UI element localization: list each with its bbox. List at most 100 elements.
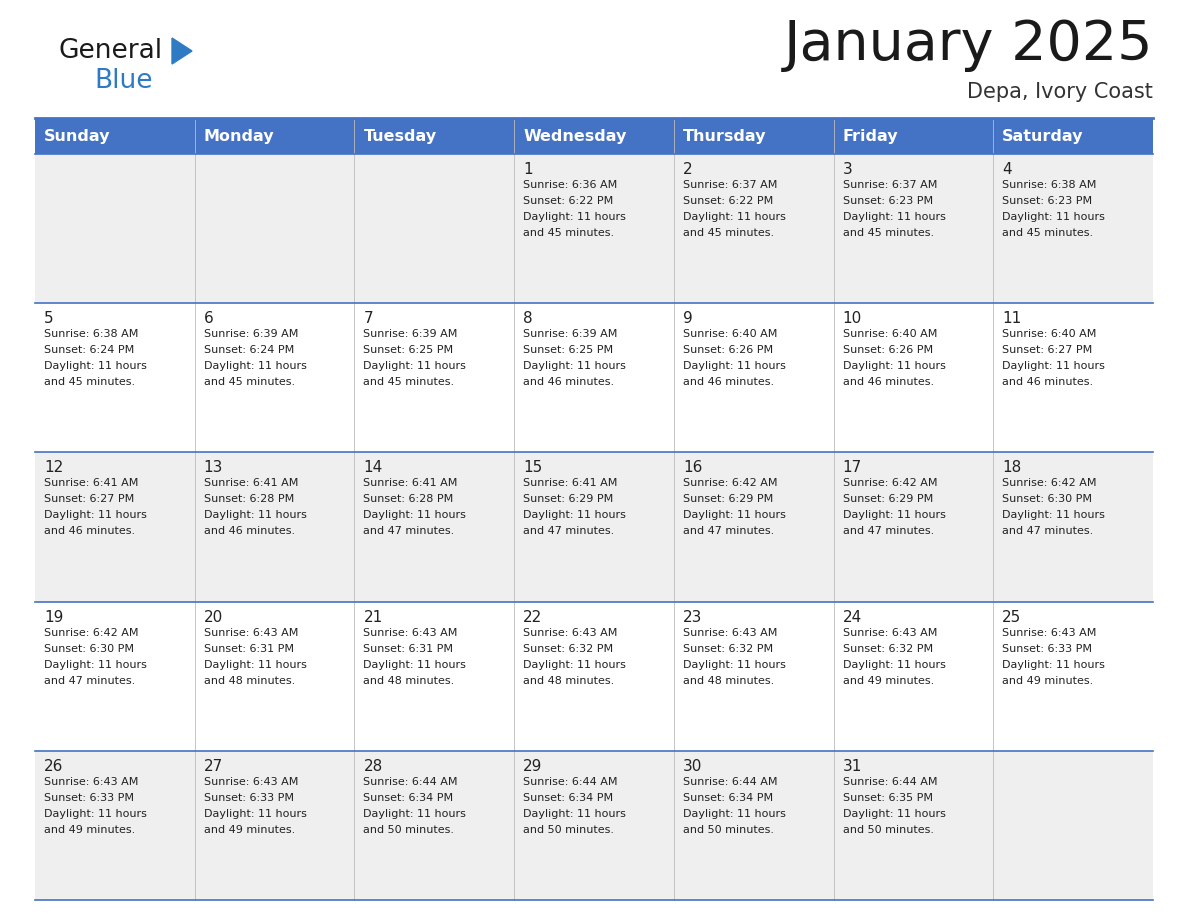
Text: Daylight: 11 hours: Daylight: 11 hours [1003, 510, 1105, 521]
Text: Sunrise: 6:42 AM: Sunrise: 6:42 AM [1003, 478, 1097, 488]
Text: Sunset: 6:24 PM: Sunset: 6:24 PM [203, 345, 293, 355]
Text: and 49 minutes.: and 49 minutes. [842, 676, 934, 686]
Text: 12: 12 [44, 461, 63, 476]
Text: Sunrise: 6:42 AM: Sunrise: 6:42 AM [842, 478, 937, 488]
Text: 19: 19 [44, 610, 63, 624]
Bar [34, 453, 1154, 601]
Text: 9: 9 [683, 311, 693, 326]
Text: Sunset: 6:31 PM: Sunset: 6:31 PM [203, 644, 293, 654]
Text: Sunrise: 6:38 AM: Sunrise: 6:38 AM [1003, 180, 1097, 190]
Text: Sunrise: 6:37 AM: Sunrise: 6:37 AM [842, 180, 937, 190]
Text: and 47 minutes.: and 47 minutes. [842, 526, 934, 536]
Text: 28: 28 [364, 759, 383, 774]
Text: Daylight: 11 hours: Daylight: 11 hours [523, 809, 626, 819]
Text: Sunset: 6:26 PM: Sunset: 6:26 PM [683, 345, 773, 355]
Text: Wednesday: Wednesday [523, 129, 626, 143]
Text: Sunrise: 6:39 AM: Sunrise: 6:39 AM [364, 330, 457, 339]
Text: Sunset: 6:33 PM: Sunset: 6:33 PM [203, 793, 293, 803]
Text: and 50 minutes.: and 50 minutes. [842, 824, 934, 834]
Text: Sunrise: 6:40 AM: Sunrise: 6:40 AM [1003, 330, 1097, 339]
Text: Blue: Blue [94, 68, 152, 94]
Text: Sunrise: 6:43 AM: Sunrise: 6:43 AM [523, 628, 618, 638]
Text: 23: 23 [683, 610, 702, 624]
Text: Sunrise: 6:42 AM: Sunrise: 6:42 AM [683, 478, 777, 488]
Text: Sunset: 6:34 PM: Sunset: 6:34 PM [364, 793, 454, 803]
Text: Sunset: 6:22 PM: Sunset: 6:22 PM [523, 196, 613, 206]
Text: Sunset: 6:29 PM: Sunset: 6:29 PM [842, 495, 933, 504]
Text: and 45 minutes.: and 45 minutes. [44, 377, 135, 387]
Text: Sunrise: 6:43 AM: Sunrise: 6:43 AM [364, 628, 457, 638]
Bar [34, 751, 1154, 900]
Text: Sunrise: 6:39 AM: Sunrise: 6:39 AM [523, 330, 618, 339]
Text: Daylight: 11 hours: Daylight: 11 hours [842, 809, 946, 819]
Text: 31: 31 [842, 759, 862, 774]
Text: General: General [58, 38, 162, 64]
Text: Daylight: 11 hours: Daylight: 11 hours [523, 361, 626, 371]
Text: 22: 22 [523, 610, 543, 624]
Text: Daylight: 11 hours: Daylight: 11 hours [842, 361, 946, 371]
Text: Daylight: 11 hours: Daylight: 11 hours [842, 660, 946, 669]
Text: Sunset: 6:32 PM: Sunset: 6:32 PM [523, 644, 613, 654]
Text: Daylight: 11 hours: Daylight: 11 hours [203, 809, 307, 819]
Text: Friday: Friday [842, 129, 898, 143]
Text: 18: 18 [1003, 461, 1022, 476]
Text: Daylight: 11 hours: Daylight: 11 hours [1003, 361, 1105, 371]
Bar [34, 118, 1154, 154]
Text: Sunrise: 6:44 AM: Sunrise: 6:44 AM [364, 777, 457, 787]
Text: Daylight: 11 hours: Daylight: 11 hours [203, 510, 307, 521]
Text: Sunset: 6:30 PM: Sunset: 6:30 PM [1003, 495, 1092, 504]
Text: 1: 1 [523, 162, 532, 177]
Text: and 46 minutes.: and 46 minutes. [523, 377, 614, 387]
Text: and 50 minutes.: and 50 minutes. [523, 824, 614, 834]
Text: Daylight: 11 hours: Daylight: 11 hours [683, 809, 785, 819]
Text: 13: 13 [203, 461, 223, 476]
Text: 27: 27 [203, 759, 223, 774]
Text: and 50 minutes.: and 50 minutes. [683, 824, 773, 834]
Text: Sunset: 6:32 PM: Sunset: 6:32 PM [683, 644, 773, 654]
Text: 21: 21 [364, 610, 383, 624]
Text: Sunrise: 6:41 AM: Sunrise: 6:41 AM [523, 478, 618, 488]
Text: and 49 minutes.: and 49 minutes. [44, 824, 135, 834]
Text: Sunrise: 6:44 AM: Sunrise: 6:44 AM [842, 777, 937, 787]
Text: and 45 minutes.: and 45 minutes. [203, 377, 295, 387]
Text: 5: 5 [44, 311, 53, 326]
Text: Daylight: 11 hours: Daylight: 11 hours [364, 510, 467, 521]
Text: and 46 minutes.: and 46 minutes. [683, 377, 775, 387]
Text: 30: 30 [683, 759, 702, 774]
Text: 29: 29 [523, 759, 543, 774]
Text: Daylight: 11 hours: Daylight: 11 hours [364, 809, 467, 819]
Text: Daylight: 11 hours: Daylight: 11 hours [683, 510, 785, 521]
Text: Sunrise: 6:40 AM: Sunrise: 6:40 AM [683, 330, 777, 339]
Text: Sunset: 6:28 PM: Sunset: 6:28 PM [364, 495, 454, 504]
Bar [34, 303, 1154, 453]
Text: Sunrise: 6:43 AM: Sunrise: 6:43 AM [203, 777, 298, 787]
Text: Sunrise: 6:40 AM: Sunrise: 6:40 AM [842, 330, 937, 339]
Text: Sunset: 6:30 PM: Sunset: 6:30 PM [44, 644, 134, 654]
Text: Saturday: Saturday [1003, 129, 1083, 143]
Polygon shape [172, 38, 192, 64]
Text: Daylight: 11 hours: Daylight: 11 hours [683, 212, 785, 222]
Text: 15: 15 [523, 461, 543, 476]
Text: Sunrise: 6:36 AM: Sunrise: 6:36 AM [523, 180, 618, 190]
Text: Sunset: 6:27 PM: Sunset: 6:27 PM [1003, 345, 1093, 355]
Text: Sunset: 6:27 PM: Sunset: 6:27 PM [44, 495, 134, 504]
Text: 17: 17 [842, 461, 861, 476]
Text: Sunset: 6:29 PM: Sunset: 6:29 PM [683, 495, 773, 504]
Text: Sunset: 6:23 PM: Sunset: 6:23 PM [842, 196, 933, 206]
Text: Sunset: 6:34 PM: Sunset: 6:34 PM [523, 793, 613, 803]
Text: and 47 minutes.: and 47 minutes. [683, 526, 775, 536]
Text: 26: 26 [44, 759, 63, 774]
Text: Sunrise: 6:42 AM: Sunrise: 6:42 AM [44, 628, 139, 638]
Text: Sunrise: 6:38 AM: Sunrise: 6:38 AM [44, 330, 138, 339]
Text: and 47 minutes.: and 47 minutes. [44, 676, 135, 686]
Text: Sunset: 6:23 PM: Sunset: 6:23 PM [1003, 196, 1093, 206]
Text: 7: 7 [364, 311, 373, 326]
Text: 20: 20 [203, 610, 223, 624]
Text: Daylight: 11 hours: Daylight: 11 hours [44, 809, 147, 819]
Text: and 45 minutes.: and 45 minutes. [364, 377, 455, 387]
Text: Sunrise: 6:43 AM: Sunrise: 6:43 AM [1003, 628, 1097, 638]
Text: and 45 minutes.: and 45 minutes. [1003, 228, 1093, 238]
Text: and 49 minutes.: and 49 minutes. [1003, 676, 1093, 686]
Text: and 48 minutes.: and 48 minutes. [523, 676, 614, 686]
Text: and 48 minutes.: and 48 minutes. [683, 676, 775, 686]
